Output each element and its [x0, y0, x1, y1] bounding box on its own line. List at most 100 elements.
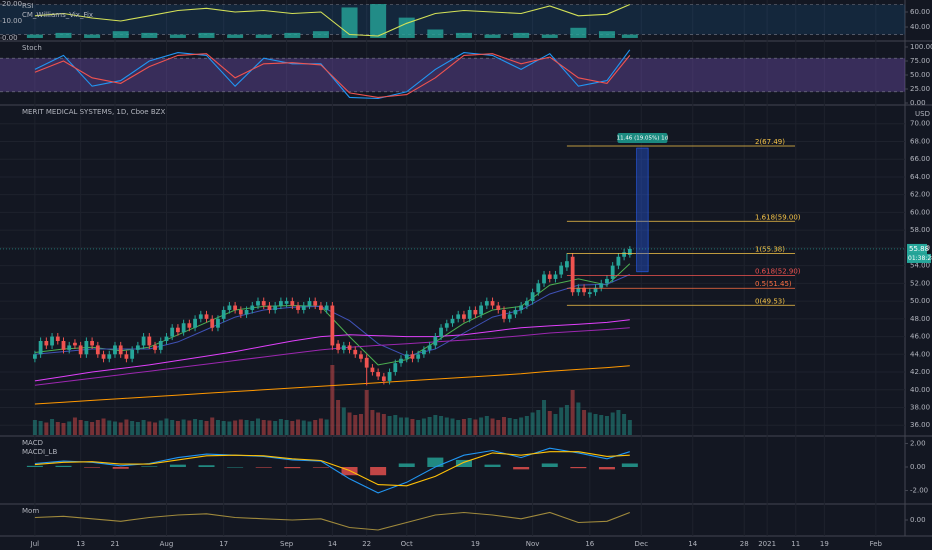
candle-body — [38, 341, 43, 355]
candle-body — [467, 309, 472, 319]
histogram-bar — [141, 32, 158, 38]
candle-body — [181, 323, 186, 333]
measure-label-bg — [617, 133, 668, 144]
candle-body — [101, 354, 106, 359]
volume-bar — [559, 407, 564, 435]
volume-bar — [38, 421, 43, 435]
volume-bar — [215, 420, 220, 435]
candle-body — [353, 349, 358, 355]
volume-bar — [519, 417, 524, 435]
candle-body — [576, 287, 581, 293]
candle-body — [462, 314, 466, 319]
volume-bar — [604, 416, 609, 435]
candle-body — [553, 274, 558, 279]
volume-bar — [599, 415, 604, 435]
x-tick-label: Aug — [160, 540, 174, 548]
candle-body — [565, 261, 569, 268]
volume-bar — [416, 420, 421, 435]
volume-bar — [501, 417, 506, 435]
volume-bar — [484, 416, 489, 435]
indicator-line — [34, 3, 631, 37]
candle-body — [622, 252, 627, 257]
volume-bar — [278, 419, 283, 435]
candle-body — [599, 283, 604, 288]
candle-body — [307, 301, 312, 306]
last-price-label: 55.88 — [909, 245, 929, 253]
candle-body — [67, 345, 72, 350]
histogram-bar — [112, 31, 129, 38]
volume-bar — [496, 420, 501, 435]
histogram-bar — [255, 34, 272, 38]
histogram-bar — [198, 32, 215, 38]
y-tick-label: 54.00 — [910, 262, 930, 270]
countdown-label: 01:38:28 — [908, 255, 932, 262]
histogram-bar — [484, 464, 501, 467]
indicator-line — [34, 49, 631, 100]
volume-bar — [78, 420, 83, 435]
candle-body — [153, 345, 157, 350]
candle-body — [227, 305, 232, 310]
volume-bar — [273, 421, 278, 435]
volume-bar — [101, 418, 106, 435]
candle-body — [570, 256, 575, 293]
volume-bar — [542, 400, 547, 435]
histogram-bar — [398, 463, 415, 467]
volume-bar — [95, 420, 100, 435]
volume-bar — [610, 412, 615, 435]
candle-body — [278, 301, 283, 306]
x-tick-label: 13 — [76, 540, 85, 548]
y-tick-label: 70.00 — [910, 120, 930, 128]
fib-label: 2(67.49) — [755, 138, 785, 146]
candle-body — [427, 345, 432, 350]
x-tick-label: 21 — [111, 540, 120, 548]
histogram-bar — [312, 31, 329, 38]
volume-bar — [187, 420, 192, 435]
volume-bar — [467, 418, 472, 435]
volume-bar — [170, 420, 175, 435]
candle-body — [261, 301, 266, 306]
panel-subtitle: CM_Williams_Vix_Fix — [22, 11, 93, 19]
candle-body — [319, 305, 323, 310]
volume-bar — [524, 416, 529, 435]
volume-bar — [582, 410, 587, 435]
volume-bar — [513, 419, 518, 435]
volume-bar — [444, 417, 449, 435]
y-tick-label: -2.00 — [910, 487, 928, 495]
candle-body — [479, 305, 484, 315]
histogram-bar — [198, 465, 215, 467]
candle-body — [296, 305, 300, 310]
panel-subtitle: MACDI_LB — [22, 448, 57, 456]
candle-body — [84, 341, 89, 355]
x-tick-label: Jul — [30, 540, 40, 548]
candle-body — [559, 265, 564, 275]
volume-bar — [564, 405, 569, 435]
histogram-bar — [370, 4, 387, 38]
volume-bar — [158, 420, 163, 435]
volume-bar — [622, 414, 627, 435]
histogram-bar — [598, 467, 615, 470]
volume-bar — [347, 412, 352, 435]
candle-body — [530, 292, 535, 302]
moving-average — [34, 319, 630, 382]
y-tick-label: 100.00 — [910, 43, 932, 51]
candle-body — [141, 336, 146, 346]
volume-bar — [227, 421, 232, 435]
x-tick-label: 17 — [219, 540, 228, 548]
volume-bar — [473, 419, 478, 435]
fib-label: 0(49.53) — [755, 297, 785, 305]
volume-bar — [627, 420, 632, 435]
candle-body — [107, 354, 112, 359]
volume-bar — [553, 414, 558, 435]
volume-bar — [221, 421, 226, 435]
volume-bar — [456, 420, 461, 435]
candle-body — [90, 341, 95, 346]
candle-body — [256, 301, 260, 306]
candle-body — [210, 318, 215, 328]
currency-label: USD — [915, 110, 930, 118]
candle-body — [421, 349, 426, 355]
candle-body — [496, 305, 501, 310]
candle-body — [410, 354, 415, 359]
